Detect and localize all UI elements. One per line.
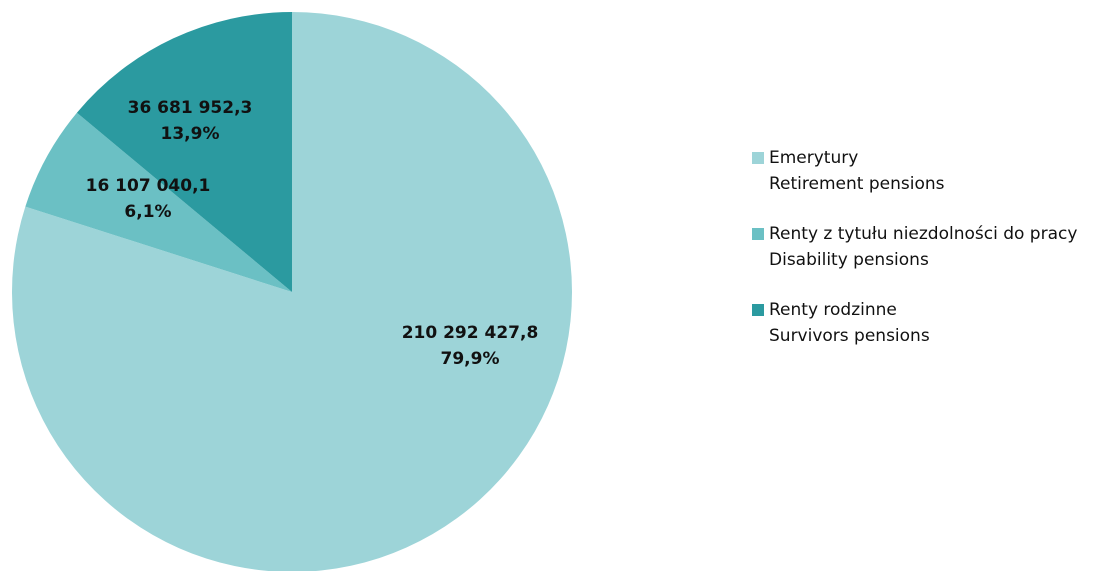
value-label: 210 292 427,8 <box>402 323 539 343</box>
legend-item: Renty rodzinne Survivors pensions <box>752 297 1092 349</box>
value-label: 16 107 040,1 <box>86 176 211 196</box>
legend-swatch <box>752 152 764 164</box>
pie-slice <box>76 12 292 292</box>
legend-label: Disability pensions <box>769 250 929 270</box>
percent-label: 13,9% <box>161 124 220 144</box>
legend-item: Renty z tytułu niezdolności do pracy Disa… <box>752 221 1092 273</box>
legend-swatch <box>752 228 764 240</box>
pie-slice <box>25 112 292 292</box>
legend-swatch <box>752 304 764 316</box>
legend-label: Retirement pensions <box>769 174 945 194</box>
value-label: 36 681 952,3 <box>128 98 253 118</box>
pie-slice <box>12 12 572 571</box>
legend-label: Renty z tytułu niezdolności do pracy <box>769 224 1078 244</box>
legend-label: Renty rodzinne <box>769 300 897 320</box>
legend-label: Survivors pensions <box>769 326 930 346</box>
legend-item: Emerytury Retirement pensions <box>752 145 1092 197</box>
legend-label: Emerytury <box>769 148 859 168</box>
percent-label: 79,9% <box>441 349 500 369</box>
legend: Emerytury Retirement pensions Renty z tytu… <box>752 145 1092 373</box>
percent-label: 6,1% <box>124 202 171 222</box>
